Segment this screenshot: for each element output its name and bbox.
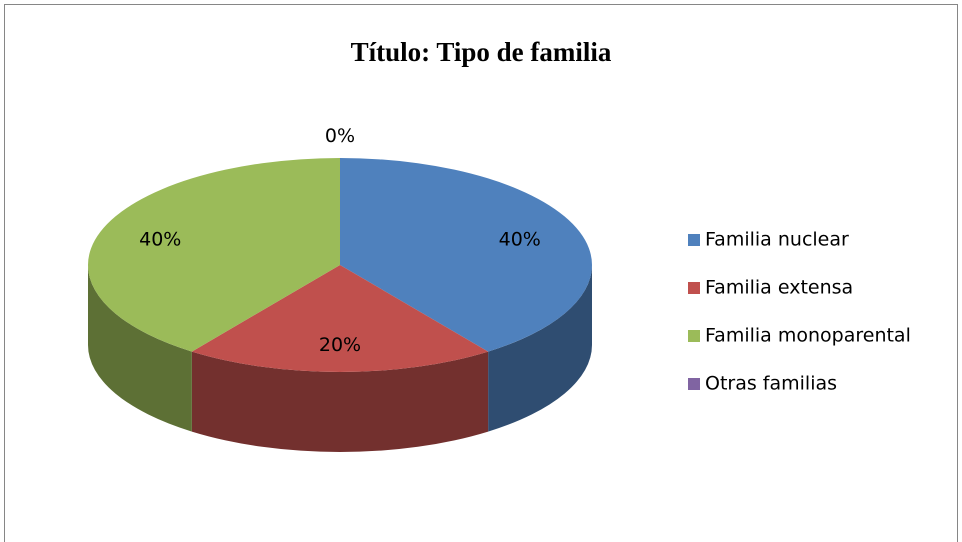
data-label: 0% [325, 125, 355, 147]
legend-label: Familia monoparental [705, 325, 911, 347]
pie-side [191, 351, 489, 452]
pie-side [488, 265, 592, 432]
data-label: 40% [499, 229, 541, 251]
legend-label: Familia nuclear [705, 229, 849, 251]
legend-swatch [688, 234, 700, 246]
pie-slice [191, 265, 489, 373]
legend-swatch [688, 378, 700, 390]
legend-label: Otras familias [705, 373, 837, 395]
pie-slice [88, 158, 341, 352]
legend-swatch [688, 282, 700, 294]
pie-side [88, 265, 192, 432]
data-label: 40% [139, 229, 181, 251]
legend-swatch [688, 330, 700, 342]
chart-title: Título: Tipo de familia [351, 37, 612, 67]
pie-slice [340, 158, 592, 352]
data-label: 20% [319, 334, 361, 356]
legend-label: Familia extensa [705, 277, 853, 299]
